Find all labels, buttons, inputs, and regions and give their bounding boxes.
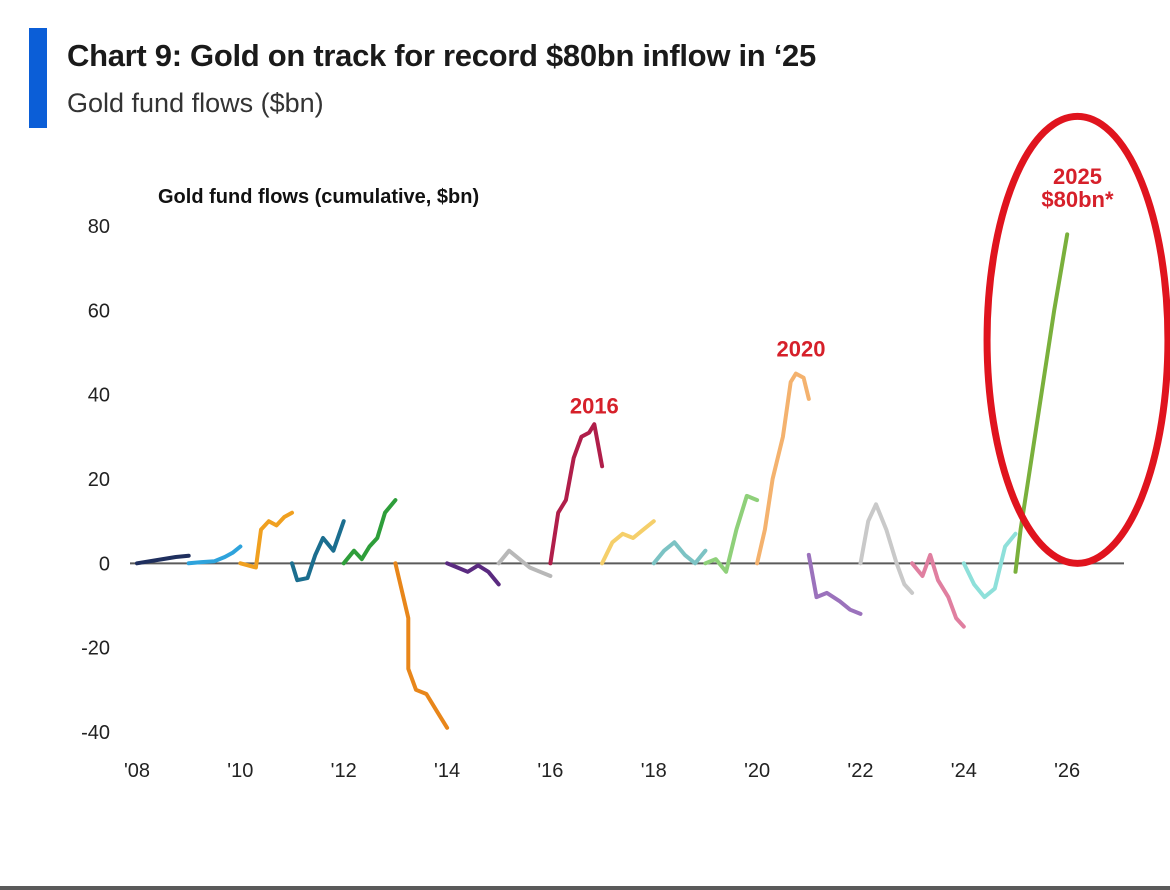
chart-title: Chart 9: Gold on track for record $80bn … [67,38,816,73]
chart-subtitle: Gold fund flows ($bn) [67,88,324,118]
series-line-2008 [135,553,191,566]
series-line-2024 [961,531,1018,600]
series-line-2019 [703,493,760,574]
series-line-2010 [238,510,294,570]
title-accent-bar [29,28,47,128]
x-tick-label: '16 [537,760,563,782]
series-line-2012 [341,498,398,566]
series-line-2009 [186,544,243,566]
x-tick-label: '22 [847,760,873,782]
y-tick-label: 40 [88,385,110,407]
series-line-2018 [651,540,708,566]
y-tick-label: 0 [99,553,110,575]
y-tick-label: 20 [88,469,110,491]
series-line-2025 [1013,232,1070,574]
x-tick-label: '12 [331,760,357,782]
annotation-label: 2025 [1053,164,1102,189]
y-tick-label: -20 [81,638,110,660]
series-line-2022 [858,502,915,595]
plot-title: Gold fund flows (cumulative, $bn) [158,186,480,208]
x-tick-label: '20 [744,760,770,782]
x-tick-label: '08 [124,760,150,782]
series-line-2016 [548,422,605,566]
annotation-label: $80bn* [1041,187,1114,212]
series-line-2014 [445,561,501,587]
series-line-2021 [806,552,863,616]
x-tick-label: '24 [951,760,977,782]
annotation-label: 2020 [777,337,826,362]
series-line-2020 [755,371,811,566]
series-line-2013 [393,561,450,730]
x-tick-label: '18 [641,760,667,782]
y-tick-label: -40 [81,722,110,744]
x-tick-label: '10 [227,760,253,782]
y-tick-label: 80 [88,216,110,238]
y-tick-label: 60 [88,300,110,322]
bottom-divider [0,886,1170,890]
x-tick-label: '14 [434,760,460,782]
highlight-ellipse [983,112,1170,567]
series-line-2023 [910,552,966,629]
x-tick-label: '26 [1054,760,1080,782]
series-line-2011 [290,519,346,583]
annotation-label: 2016 [570,394,619,419]
series-line-2015 [496,548,553,578]
series-line-2017 [600,519,656,566]
